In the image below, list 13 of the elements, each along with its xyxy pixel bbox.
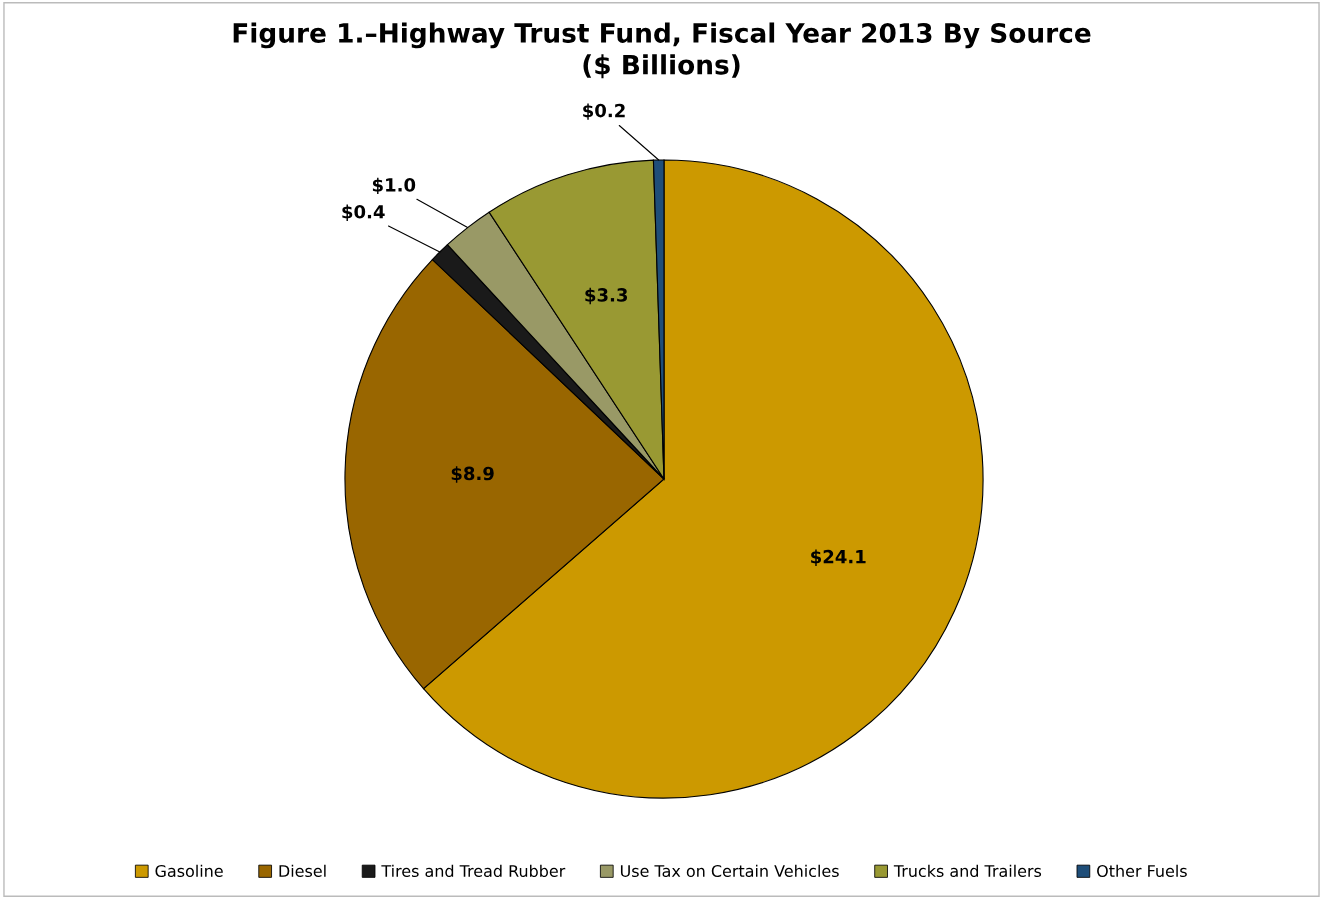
data-label: $1.0 (372, 177, 416, 195)
legend-label: Trucks and Trailers (893, 864, 1042, 878)
data-label: $8.9 (451, 466, 494, 483)
legend-label: Use Tax on Certain Vehicles (620, 864, 839, 878)
legend-label: Gasoline (155, 864, 223, 878)
legend-label: Other Fuels (1097, 864, 1187, 878)
legend-label: Tires and Tread Rubber (381, 864, 566, 878)
data-label: $24.1 (811, 549, 866, 566)
data-label: $0.2 (583, 103, 625, 120)
legend-label: Diesel (279, 864, 326, 878)
chart-title: Figure 1.–Highway Trust Fund, Fiscal Year 2013 By Source ($ Billions) (233, 22, 1091, 79)
data-label: $3.3 (585, 287, 628, 305)
data-label: $0.4 (342, 204, 385, 221)
